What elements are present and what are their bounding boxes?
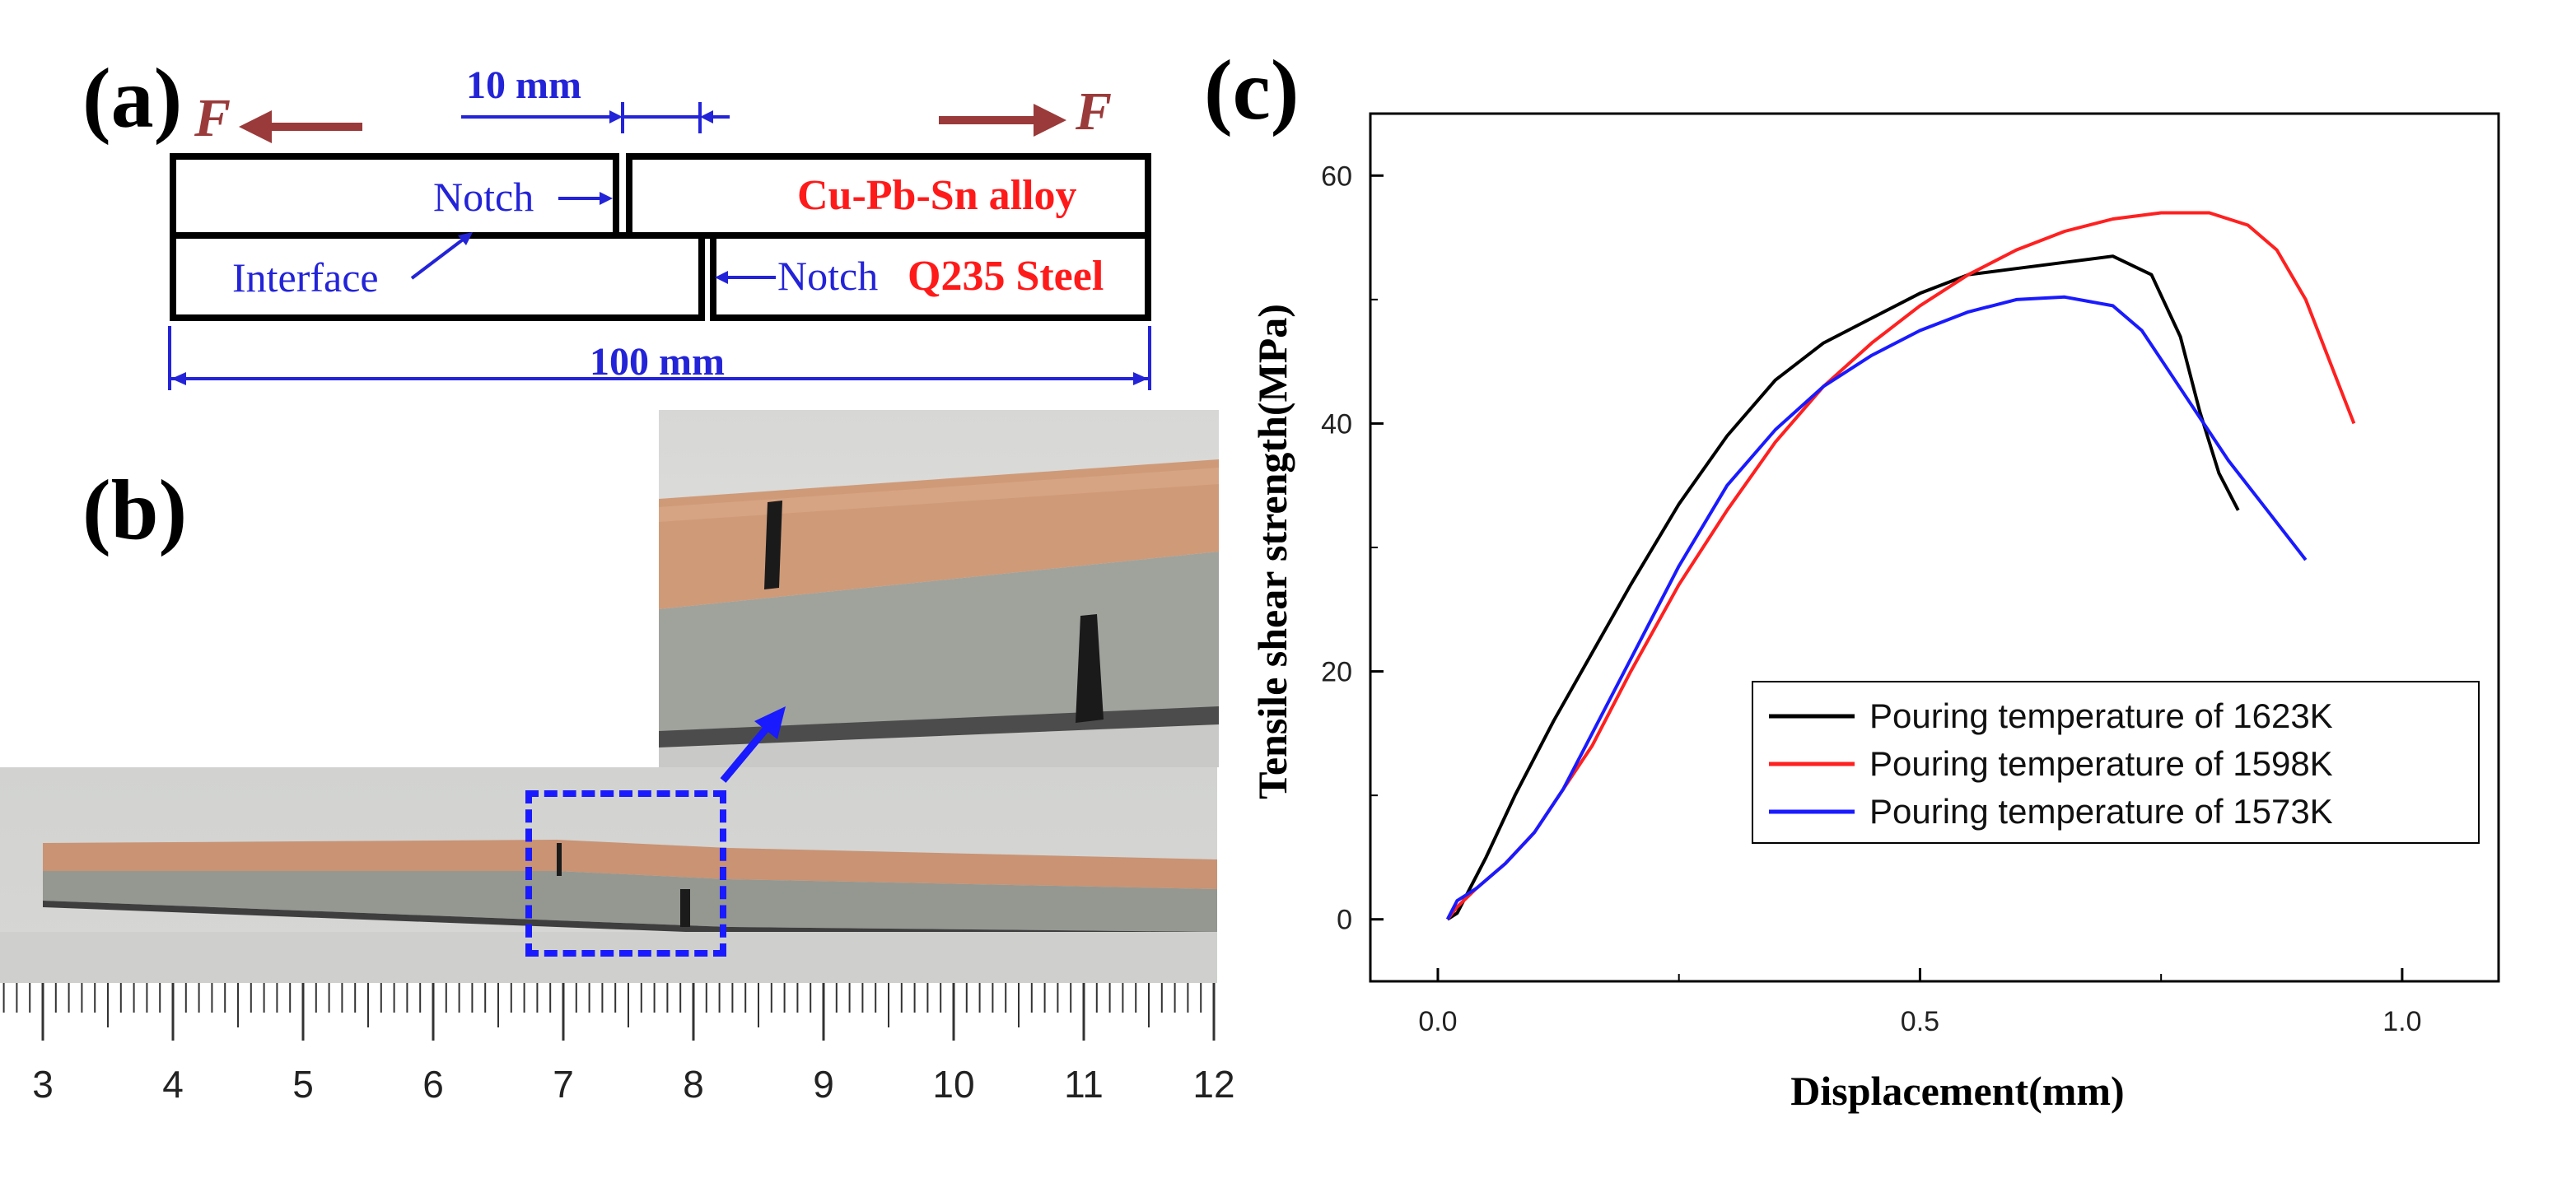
interface-label: Interface [232, 254, 379, 300]
notch-width-dimension [461, 102, 730, 133]
ruler [0, 983, 1217, 1142]
ruler-number: 9 [813, 1063, 834, 1106]
force-arrow-right [939, 104, 1066, 137]
ruler-number: 7 [553, 1063, 574, 1106]
notch-lower-arrow [715, 271, 776, 284]
ruler-number: 8 [683, 1063, 704, 1106]
length-dimension [168, 326, 1151, 390]
y-tick-label: 20 [1321, 657, 1352, 688]
lower-plate-right [710, 232, 1151, 321]
x-tick-label: 0.0 [1418, 1006, 1457, 1037]
y-tick-label: 60 [1321, 161, 1352, 192]
notch-upper-label: Notch [433, 174, 534, 220]
force-label-right: F [1076, 82, 1113, 142]
notch-lower-label: Notch [777, 253, 879, 299]
ruler-number: 12 [1192, 1063, 1235, 1106]
series-line [1446, 254, 2240, 921]
ruler-number: 3 [32, 1063, 54, 1106]
x-axis-title: Displacement(mm) [1790, 1068, 2124, 1114]
length-label: 100 mm [590, 340, 725, 384]
notch-upper-arrow [558, 192, 613, 205]
force-label-left: F [194, 88, 231, 148]
legend-label: Pouring temperature of 1623K [1869, 696, 2333, 735]
y-tick-label: 0 [1337, 905, 1352, 936]
x-tick-label: 1.0 [2382, 1006, 2421, 1037]
ruler-number: 5 [292, 1063, 314, 1106]
tensile-chart: 0.0 0.5 1.0 0 20 40 60 Displacement(mm) Tensil… [1249, 112, 2500, 1114]
interface-arrow [410, 232, 473, 280]
specimen-photo [0, 767, 1217, 1142]
panel-label-a: (a) [82, 51, 183, 146]
y-tick-label: 40 [1321, 408, 1352, 440]
zoom-arrow [720, 706, 786, 783]
legend: Pouring temperature of 1623K Pouring temp… [1752, 681, 2480, 844]
zoom-region-box [525, 790, 726, 957]
legend-label: Pouring temperature of 1598K [1869, 744, 2333, 783]
ruler-number: 4 [162, 1063, 184, 1106]
lower-plate-left [170, 232, 705, 321]
inset-specimen [659, 459, 1219, 767]
ruler-number: 10 [932, 1063, 975, 1106]
ruler-number: 6 [422, 1063, 444, 1106]
panel-label-b: (b) [82, 463, 188, 557]
plot-frame [1369, 112, 2500, 983]
legend-box [1752, 681, 2480, 844]
force-arrow-left [239, 110, 362, 143]
x-tick-label: 0.5 [1901, 1006, 1939, 1037]
notch-width-label: 10 mm [466, 63, 581, 107]
upper-material-label: Cu-Pb-Sn alloy [797, 172, 1077, 219]
lower-material-label: Q235 Steel [908, 253, 1104, 300]
legend-label: Pouring temperature of 1573K [1869, 792, 2333, 831]
series-line [1445, 295, 2308, 920]
inset-photo [659, 410, 1219, 767]
panel-label-c: (c) [1204, 43, 1300, 137]
y-axis-title: Tensile shear strength(MPa) [1249, 304, 1295, 799]
ruler-number: 11 [1064, 1063, 1104, 1106]
upper-plate-left [170, 153, 619, 239]
